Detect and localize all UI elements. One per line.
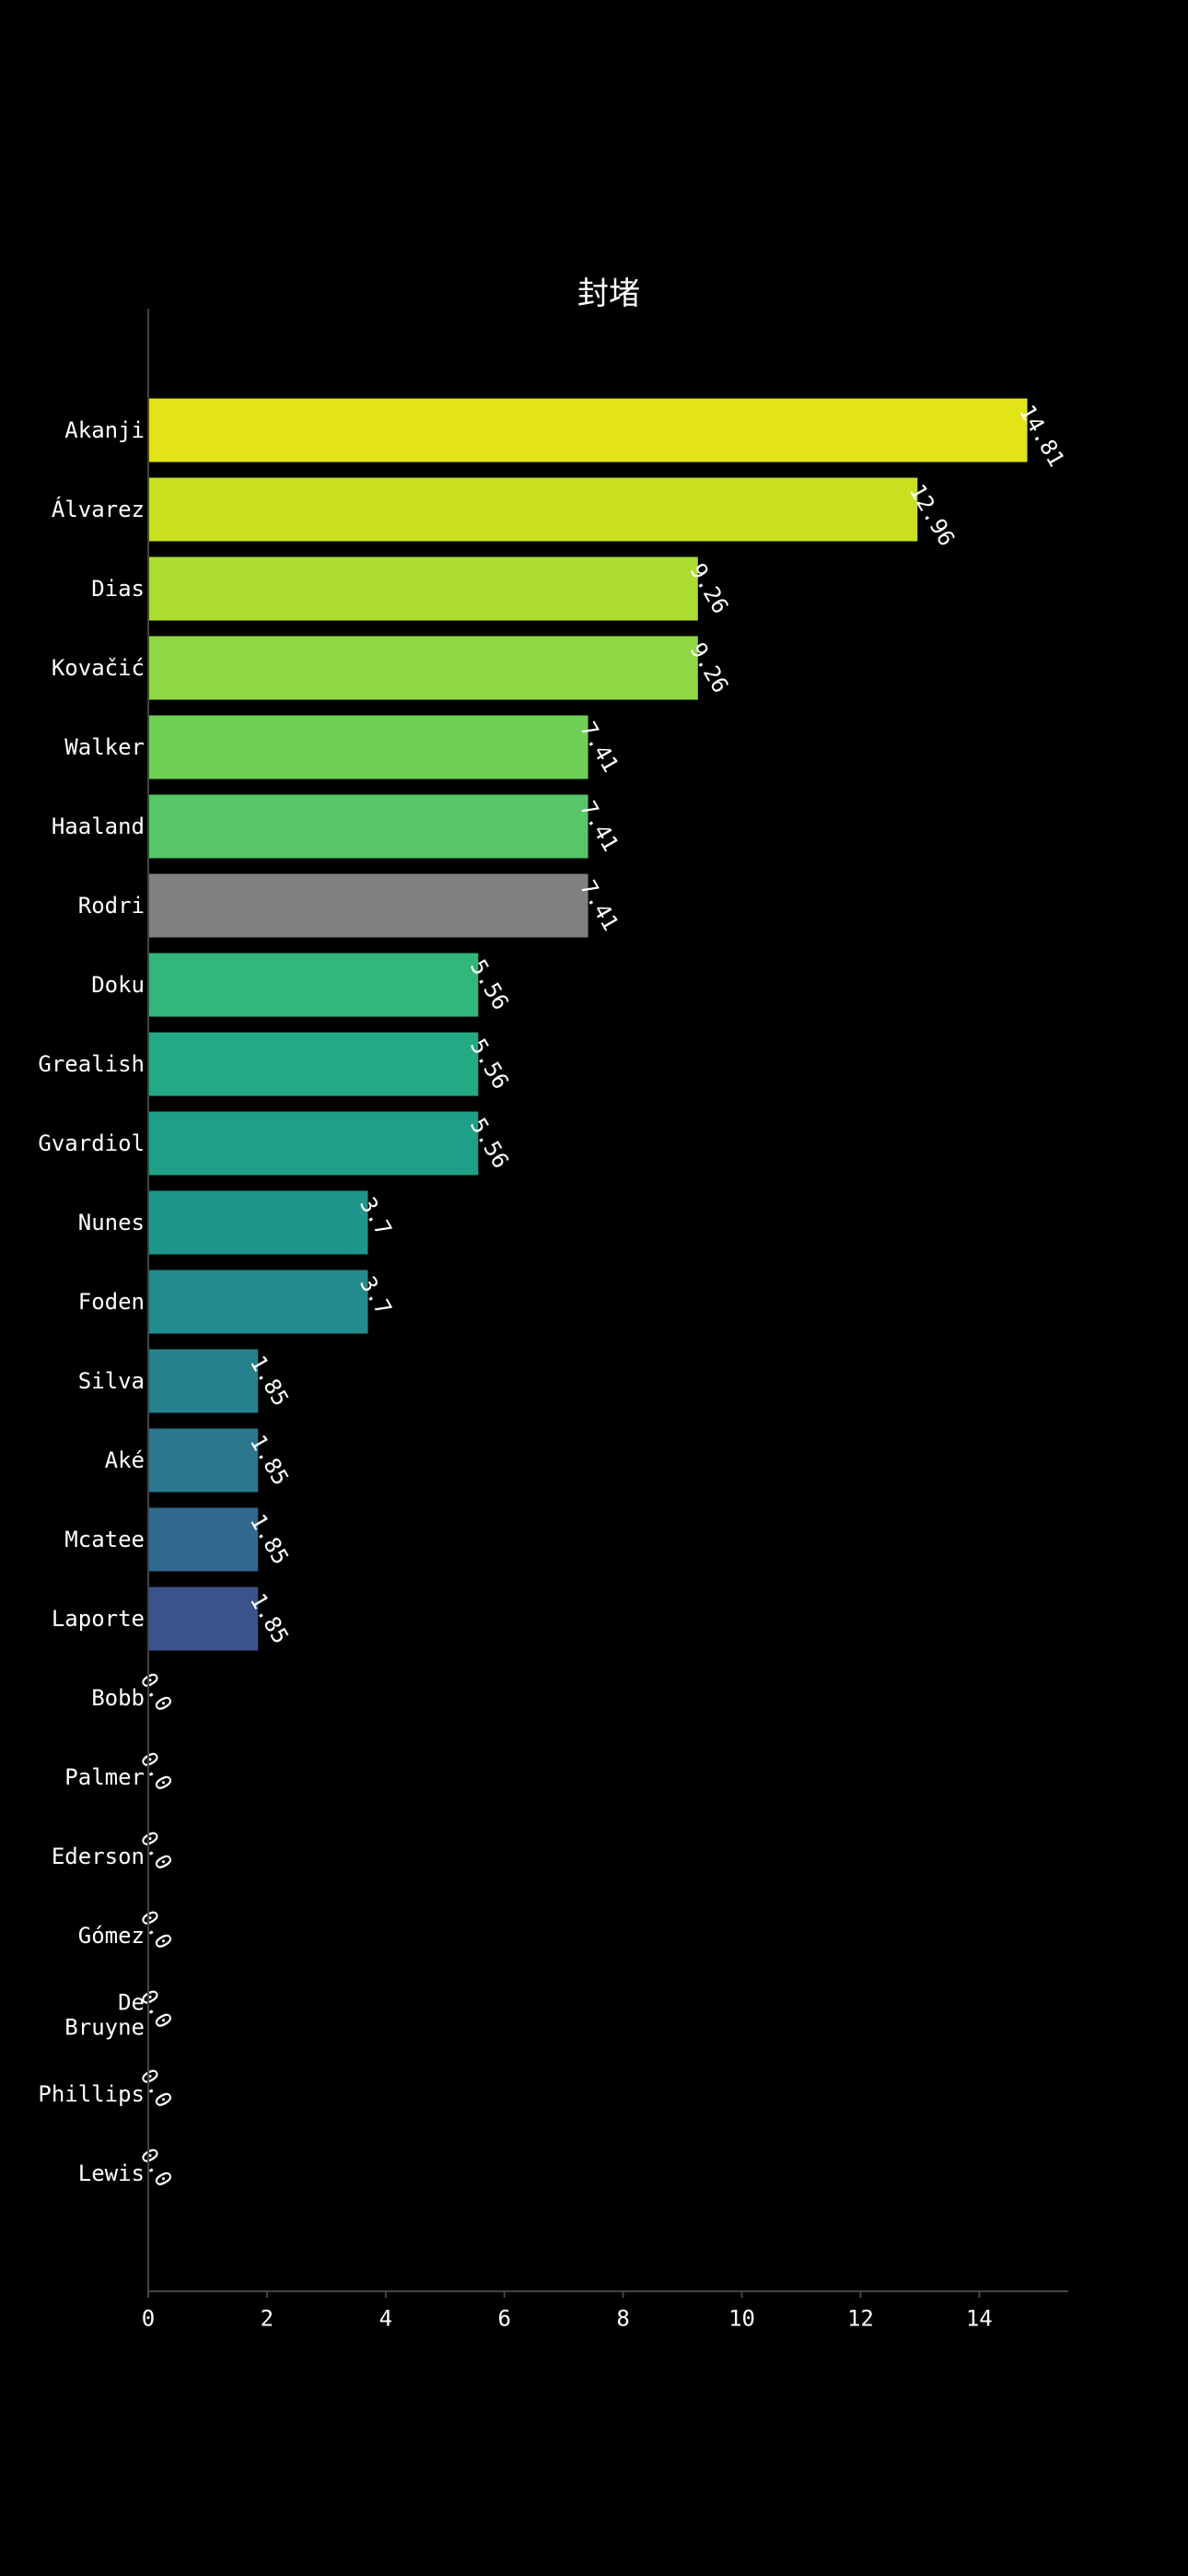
- category-label: Gómez: [78, 1923, 145, 1949]
- category-label: Grealish: [38, 1051, 145, 1077]
- bar: [148, 1190, 368, 1255]
- category-label: Kovačić: [52, 655, 145, 681]
- category-label: Dias: [91, 576, 145, 602]
- category-label: Gvardiol: [38, 1130, 145, 1156]
- x-tick-label: 2: [261, 2306, 274, 2332]
- category-label: Akanji: [64, 417, 145, 443]
- x-tick-label: 0: [142, 2306, 155, 2332]
- bar: [148, 715, 588, 779]
- bar: [148, 477, 918, 542]
- category-label: Aké: [105, 1447, 145, 1473]
- category-label: Rodri: [78, 893, 145, 919]
- x-tick-label: 12: [847, 2306, 874, 2332]
- chart-title: 封堵: [577, 275, 640, 312]
- category-label: Doku: [91, 972, 145, 998]
- category-label: Silva: [78, 1368, 145, 1394]
- category-label: Laporte: [52, 1606, 145, 1632]
- bar: [148, 398, 1028, 463]
- x-tick-label: 8: [616, 2306, 629, 2332]
- x-ticks-layer: 0 2 4 6 8 10 12 14: [142, 2291, 993, 2332]
- category-label: Walker: [64, 734, 145, 760]
- bar: [148, 556, 698, 621]
- category-label: Álvarez: [52, 496, 145, 522]
- bar: [148, 1507, 259, 1572]
- category-label: Ederson: [52, 1844, 145, 1869]
- category-label: Phillips: [38, 2081, 145, 2107]
- bar: [148, 1428, 259, 1493]
- category-label: Bobb: [91, 1685, 145, 1711]
- x-tick-label: 10: [728, 2306, 755, 2332]
- category-label: De: [118, 1990, 145, 2016]
- category-label: Bruyne: [64, 2015, 145, 2041]
- bar: [148, 1032, 479, 1096]
- bar: [148, 1349, 259, 1413]
- x-tick-label: 6: [497, 2306, 510, 2332]
- category-label: Haaland: [52, 814, 145, 839]
- x-tick-label: 4: [379, 2306, 392, 2332]
- category-labels-layer: Akanji Álvarez Dias Kovačić Walker Haaland Rod…: [38, 417, 145, 2186]
- bars-layer: [148, 398, 1028, 1651]
- bar: [148, 1270, 368, 1334]
- category-label: Nunes: [78, 1210, 145, 1235]
- bar: [148, 794, 588, 859]
- category-label: Palmer: [64, 1764, 145, 1790]
- bar: [148, 1111, 479, 1176]
- category-label: Foden: [78, 1289, 145, 1315]
- bar: [148, 636, 698, 700]
- bar: [148, 1587, 259, 1651]
- category-label: Lewis: [78, 2160, 145, 2186]
- x-tick-label: 14: [966, 2306, 993, 2332]
- category-label: Mcatee: [64, 1527, 145, 1552]
- bar: [148, 873, 588, 938]
- bar: [148, 953, 479, 1017]
